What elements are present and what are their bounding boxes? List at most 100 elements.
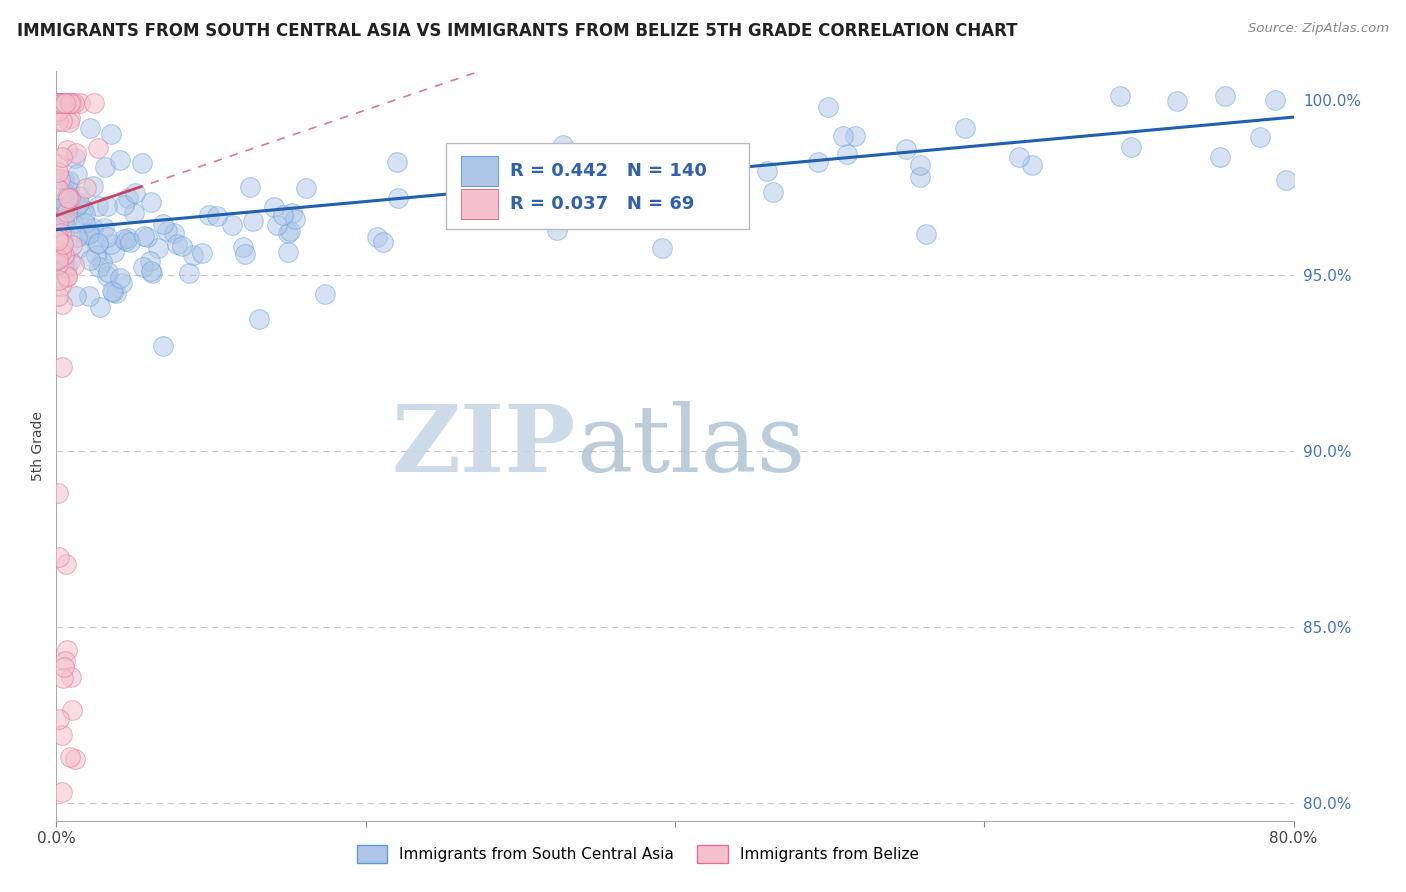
Point	[166, 237, 188, 252]
Point	[139, 263, 162, 277]
Point	[66, 199, 89, 213]
Text: IMMIGRANTS FROM SOUTH CENTRAL ASIA VS IMMIGRANTS FROM BELIZE 5TH GRADE CORRELATI: IMMIGRANTS FROM SOUTH CENTRAL ASIA VS IM…	[17, 22, 1018, 40]
Point	[51, 728, 73, 742]
Point	[67, 189, 90, 203]
Point	[58, 95, 80, 110]
Point	[162, 226, 184, 240]
Point	[221, 218, 243, 232]
Point	[111, 276, 134, 290]
Point	[118, 235, 141, 249]
Point	[53, 95, 76, 110]
Point	[198, 208, 221, 222]
Point	[97, 265, 120, 279]
Point	[55, 194, 77, 209]
Point	[141, 266, 163, 280]
Point	[207, 209, 229, 223]
Point	[1021, 158, 1043, 172]
Point	[247, 311, 270, 326]
Point	[114, 231, 136, 245]
Point	[48, 550, 70, 565]
Point	[51, 150, 73, 164]
Point	[46, 217, 69, 231]
Point	[51, 360, 73, 375]
Point	[132, 260, 155, 275]
Point	[1208, 150, 1230, 164]
Point	[135, 229, 157, 244]
Point	[146, 241, 169, 255]
Point	[110, 270, 132, 285]
Point	[55, 188, 77, 202]
Point	[115, 234, 138, 248]
Point	[53, 212, 76, 227]
Point	[52, 237, 75, 252]
Point	[55, 557, 77, 571]
Point	[52, 671, 75, 685]
Point	[117, 231, 139, 245]
Text: ZIP: ZIP	[392, 401, 576, 491]
Point	[48, 95, 70, 110]
Point	[366, 230, 388, 244]
Point	[104, 285, 127, 300]
Point	[51, 95, 73, 110]
Point	[51, 245, 73, 260]
Point	[277, 245, 299, 260]
Point	[124, 186, 146, 201]
Point	[1249, 129, 1271, 144]
Point	[46, 229, 69, 244]
Point	[588, 165, 610, 179]
Point	[1007, 150, 1029, 164]
Bar	[461, 156, 498, 186]
FancyBboxPatch shape	[446, 143, 749, 228]
Point	[91, 255, 114, 269]
Point	[817, 100, 839, 114]
Point	[651, 241, 673, 255]
Point	[807, 154, 830, 169]
Point	[79, 120, 101, 135]
Point	[117, 191, 139, 205]
Point	[233, 247, 256, 261]
Point	[53, 173, 76, 187]
Text: R = 0.442   N = 140: R = 0.442 N = 140	[510, 162, 707, 180]
Point	[75, 181, 97, 195]
Point	[103, 245, 125, 260]
Point	[48, 95, 70, 110]
Point	[280, 205, 302, 219]
Point	[100, 236, 122, 251]
Point	[295, 181, 318, 195]
Point	[53, 654, 76, 668]
Text: atlas: atlas	[576, 401, 806, 491]
Point	[561, 152, 583, 166]
Point	[131, 156, 153, 170]
Point	[46, 165, 69, 179]
Point	[46, 107, 69, 121]
Point	[65, 145, 87, 160]
Point	[56, 260, 79, 275]
Point	[79, 226, 101, 240]
Point	[103, 285, 125, 299]
Point	[75, 228, 97, 243]
Point	[52, 95, 75, 110]
Point	[53, 95, 76, 110]
Point	[66, 167, 89, 181]
Point	[546, 223, 568, 237]
Point	[60, 95, 83, 110]
Point	[387, 191, 409, 205]
Point	[77, 289, 100, 303]
Point	[58, 183, 80, 197]
Point	[46, 95, 69, 110]
Point	[59, 254, 82, 268]
Point	[894, 142, 917, 156]
Point	[910, 169, 932, 184]
Point	[51, 297, 73, 311]
Point	[48, 95, 70, 110]
Point	[908, 158, 931, 172]
Point	[100, 127, 122, 141]
Point	[46, 182, 69, 196]
Point	[373, 235, 395, 249]
Point	[762, 186, 785, 200]
Point	[132, 229, 155, 244]
Point	[1264, 93, 1286, 107]
Point	[56, 191, 79, 205]
Point	[51, 279, 73, 293]
Point	[87, 141, 110, 155]
